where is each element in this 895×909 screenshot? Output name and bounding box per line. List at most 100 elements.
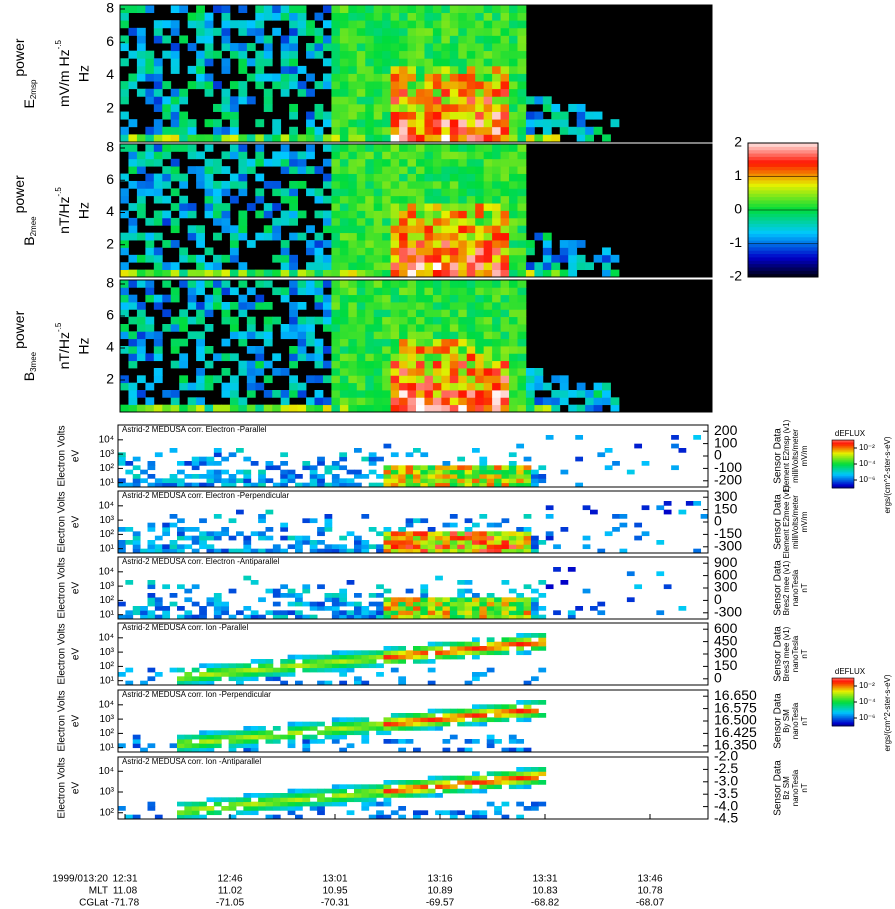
spectrogram-cell <box>250 806 259 811</box>
spectrogram-cell <box>432 203 442 211</box>
spectrogram-cell <box>382 20 392 29</box>
spectrogram-cell <box>177 814 185 820</box>
spectrogram-cell <box>309 739 318 744</box>
spectrogram-cell <box>427 775 436 781</box>
spectrogram-cell <box>475 81 485 90</box>
spectrogram-cell <box>399 195 408 204</box>
spectrogram-cell <box>416 58 425 67</box>
spectrogram-cell <box>382 103 392 112</box>
spectrogram-cell <box>449 210 459 219</box>
sensor-text: Sensor Data <box>773 626 784 682</box>
spectrogram-cell <box>464 597 473 603</box>
spectrogram-cell <box>576 103 586 112</box>
spectrogram-cell <box>479 721 488 727</box>
spectrogram-cell <box>390 540 399 545</box>
spectrogram-cell <box>289 217 298 226</box>
spectrogram-cell <box>432 287 442 296</box>
spectrogram-cell <box>153 180 163 189</box>
spectrogram-cell <box>390 225 400 234</box>
spectrogram-cell <box>382 50 392 59</box>
spectrogram-cell <box>413 531 421 537</box>
colorbar-slice <box>748 250 818 255</box>
spectrogram-cell <box>582 544 591 550</box>
spectrogram-cell <box>427 646 436 651</box>
spectrogram-cell <box>136 73 146 82</box>
spectrogram-cell <box>162 180 172 189</box>
spectrogram-cell <box>339 50 349 59</box>
spectrogram-cell <box>145 180 155 189</box>
spectrogram-cell <box>287 544 296 550</box>
spectrogram-cell <box>376 531 384 537</box>
colorbar-slice <box>748 253 818 258</box>
spectrogram-cell <box>339 96 349 105</box>
spectrogram-cell <box>466 287 476 296</box>
spectrogram-cell <box>153 375 163 384</box>
spectrogram-cell <box>322 111 332 120</box>
spectrogram-cell <box>472 601 480 607</box>
spectrogram-cell <box>238 262 248 271</box>
spectrogram-cell <box>280 12 290 21</box>
spectrogram-cell <box>162 614 171 620</box>
spectrogram-cell <box>420 810 429 816</box>
spectrogram-cell <box>331 346 341 354</box>
spectrogram-cell <box>500 316 510 325</box>
spectrogram-cell <box>169 474 178 479</box>
spectrogram-cell <box>457 641 466 647</box>
spectrogram-cell <box>509 96 518 105</box>
spectrogram-cell <box>302 747 311 753</box>
spectrogram-cell <box>483 35 493 44</box>
spectrogram-cell <box>213 672 222 677</box>
spectrogram-cell <box>272 287 282 296</box>
spectrogram-cell <box>516 540 525 545</box>
spectrogram-cell <box>339 478 348 484</box>
spectrogram-cell <box>413 646 421 651</box>
spectrogram-cell <box>136 309 146 318</box>
spectrogram-cell <box>427 667 436 673</box>
spectrogram-cell <box>531 597 539 603</box>
spectrogram-cell <box>272 614 281 620</box>
spectrogram-cell <box>331 225 341 234</box>
spectrogram-cell <box>365 43 375 52</box>
spectrogram-cell <box>272 739 281 744</box>
spectrogram-cell <box>322 262 332 271</box>
spectrogram-cell <box>356 126 366 135</box>
spectrogram-cell <box>147 667 156 673</box>
spectrogram-cell <box>420 713 429 718</box>
sensor-text: Bres3 mee (v1) <box>782 626 791 681</box>
spectrogram-cell <box>191 465 200 471</box>
spectrogram-cell <box>339 535 348 541</box>
spectrogram-cell <box>593 111 603 120</box>
spectrogram-cell <box>354 448 362 453</box>
spectrogram-cell <box>567 610 576 616</box>
spectrogram-cell <box>407 287 417 296</box>
y2-tick-label: -300 <box>714 604 742 620</box>
spectrogram-cell <box>472 478 480 484</box>
spectrogram-cell <box>568 262 578 271</box>
spectrogram-cell <box>427 535 436 541</box>
y-label: Electron Volts <box>57 623 68 684</box>
y2-tick-label: 600 <box>714 620 738 636</box>
spectrogram-cell <box>373 353 383 362</box>
spectrogram-cell <box>238 404 248 413</box>
spectrogram-cell <box>517 81 527 90</box>
spectrogram-cell <box>295 474 303 479</box>
spectrogram-cell <box>221 103 231 112</box>
spectrogram-cell <box>272 801 281 807</box>
spectrogram-cell <box>236 509 244 515</box>
spectrogram-cell <box>576 111 586 120</box>
spectrogram-cell <box>449 232 459 241</box>
spectrogram-cell <box>390 382 400 391</box>
y2-tick-label: -4.0 <box>714 797 738 813</box>
spectrogram-cell <box>516 614 525 620</box>
spectrogram-cell <box>246 375 256 384</box>
spectrogram-cell <box>449 262 459 271</box>
spectrogram-cell <box>128 5 138 14</box>
spectrogram-cell <box>382 353 392 362</box>
spectrogram-cell <box>500 247 510 256</box>
spectrogram-cell <box>206 797 215 803</box>
spectrogram-cell <box>432 346 442 354</box>
time-label: -71.05 <box>216 898 245 909</box>
spectrogram-cell <box>348 188 358 197</box>
spectrogram-cell <box>354 601 362 607</box>
